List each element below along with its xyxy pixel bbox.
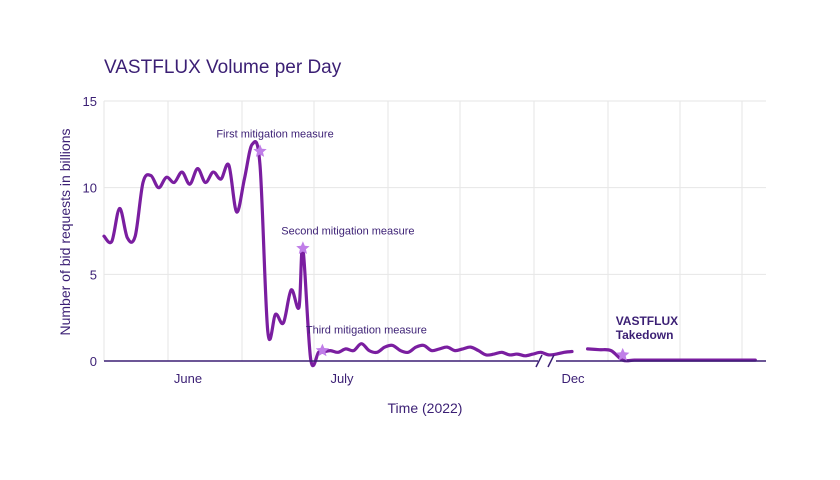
series-layer [102, 140, 757, 368]
mitigation-star-marker [253, 144, 267, 157]
annotation-label: Takedown [616, 328, 674, 342]
axis-break-mark [535, 354, 543, 368]
mitigation-star-marker [315, 343, 330, 357]
x-tick-label: Dec [561, 371, 585, 386]
x-axis [104, 354, 766, 368]
gridlines [103, 100, 766, 361]
y-axis-label: Number of bid requests in billions [57, 129, 73, 336]
x-tick-label: June [174, 371, 202, 386]
annotation-label: First mitigation measure [216, 128, 333, 140]
y-tick-label: 10 [83, 181, 97, 196]
y-tick-label: 5 [90, 267, 97, 282]
axis-break-mark [547, 354, 555, 368]
series-line-1 [102, 140, 574, 368]
y-tick-label: 0 [90, 354, 97, 369]
annotation-label: Second mitigation measure [281, 225, 414, 237]
x-axis-label: Time (2022) [388, 400, 463, 416]
annotations: First mitigation measure Second mitigatio… [216, 128, 678, 361]
mitigation-star-marker [616, 347, 630, 361]
y-axis-ticks: 0 5 10 15 [83, 94, 97, 369]
x-axis-ticks: June July Dec [174, 371, 585, 386]
series-line-2 [586, 347, 757, 363]
x-tick-label: July [330, 371, 354, 386]
annotation-label: VASTFLUX [616, 314, 678, 328]
chart-title: VASTFLUX Volume per Day [104, 57, 342, 78]
annotation-label: Third mitigation measure [306, 325, 427, 337]
mitigation-star-marker [296, 241, 310, 254]
y-tick-label: 15 [83, 94, 97, 109]
